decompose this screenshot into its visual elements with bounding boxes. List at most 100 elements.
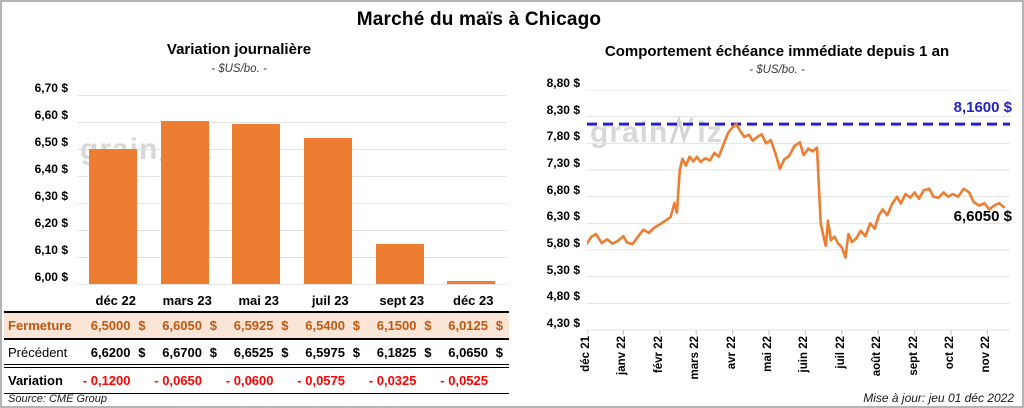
table-cell: 6,0650 $	[438, 345, 510, 360]
column-header: sept 23	[379, 293, 425, 308]
table-cell: 6,1500 $	[366, 318, 438, 333]
column-header: juil 23	[311, 293, 349, 308]
cell-value: 6,5000	[90, 318, 131, 333]
row-label: Précédent	[8, 344, 68, 360]
cell-value: 6,6200	[90, 344, 131, 360]
cell-value: - 0,0575	[297, 373, 345, 388]
cell-value: - 0,1200	[82, 373, 131, 388]
x-axis-label-avr-22: avr 22	[725, 336, 738, 370]
cell-value: - 0,0600	[225, 373, 274, 388]
table-cell: - 0,0525	[438, 373, 510, 388]
cell-unit: $	[209, 344, 217, 360]
cell-unit: $	[138, 344, 146, 360]
table-cell: - 0,0650	[152, 373, 224, 388]
table-cell: - 0,1200	[80, 373, 152, 388]
cell-value: - 0,0525	[440, 373, 488, 388]
cell-unit: $	[352, 318, 360, 333]
y-axis-label: 6,20 $	[34, 216, 68, 230]
gridline	[77, 284, 507, 285]
x-axis-label-mars-22: mars 22	[689, 336, 702, 380]
cell-value: 6,6525	[233, 344, 274, 360]
table-cell: 6,1825 $	[366, 345, 438, 360]
x-axis-label-janv-22: janv 22	[616, 336, 629, 375]
line-chart-y-axis: 8,80 $ 8,30 $ 7,80 $ 7,30 $ 6,80 $ 6,30 $ 5,80…	[522, 76, 580, 343]
cell-value: 6,0125	[448, 318, 488, 333]
table-cell: 6,6525 $	[223, 345, 295, 360]
gridline	[77, 149, 507, 150]
watermark-zigzag-icon	[669, 116, 694, 145]
y-axis-label: 6,00 $	[34, 270, 68, 284]
x-axis-label-nov-22: nov 22	[980, 336, 993, 373]
table-cell: - 0,0325	[366, 373, 438, 388]
y-axis-label: 6,10 $	[34, 243, 68, 257]
x-axis-label-oct-22: oct 22	[944, 336, 956, 370]
cell-value: 6,5400	[305, 318, 345, 333]
cell-unit: $	[495, 318, 503, 333]
x-axis-label-déc-21: déc 21	[580, 336, 592, 372]
cell-value: 6,5975	[305, 344, 345, 360]
table-header-row: déc 22 mars 23 mai 23 juil 23 sept 23 déc 23	[4, 290, 509, 313]
cell-unit: $	[281, 344, 289, 360]
table-cell: - 0,0575	[295, 373, 367, 388]
cell-value: 6,1500	[376, 318, 417, 333]
x-axis-label-juin-22: juin 22	[798, 336, 811, 373]
y-axis-label: 8,80 $	[546, 76, 580, 90]
gridline	[77, 257, 507, 258]
gridline	[77, 95, 507, 96]
gridline	[77, 230, 507, 231]
bar-chart-y-axis: 6,70 $ 6,60 $ 6,50 $ 6,40 $ 6,30 $ 6,20 $ 6,10…	[2, 81, 68, 288]
line-chart-plot	[587, 90, 1010, 335]
max-price-label: 8,1600 $	[953, 99, 1012, 116]
y-axis-label: 6,50 $	[34, 135, 68, 149]
bar-déc-23	[447, 280, 496, 284]
cell-unit: $	[495, 344, 503, 360]
table-cell: 6,5925 $	[223, 318, 295, 333]
y-axis-label: 4,30 $	[546, 316, 580, 330]
y-axis-label: 5,30 $	[546, 262, 580, 277]
last-price-label: 6,6050 $	[953, 208, 1012, 225]
gridline	[77, 203, 507, 204]
column-header: mai 23	[238, 293, 279, 308]
bar-chart-title: Variation journalière	[166, 41, 312, 58]
cell-value: 6,0650	[448, 344, 488, 360]
bar-juil-23	[303, 138, 352, 284]
y-axis-label: 6,60 $	[34, 108, 68, 122]
gridline	[77, 122, 507, 123]
x-axis-label-juil-22: juil 22	[834, 336, 847, 369]
y-axis-label: 7,80 $	[546, 129, 580, 144]
table-cell: 6,5400 $	[295, 318, 367, 333]
y-axis-label: 7,30 $	[546, 156, 580, 170]
price-table: déc 22 mars 23 mai 23 juil 23 sept 23 déc 23 F…	[4, 290, 509, 394]
cell-unit: $	[138, 318, 146, 333]
y-axis-label: 6,40 $	[34, 162, 68, 176]
x-axis-label-mai-22: mai 22	[762, 336, 774, 372]
cell-value: 6,6050	[162, 318, 202, 333]
column-header: mars 23	[162, 293, 212, 308]
cell-unit: $	[281, 318, 289, 333]
cell-value: - 0,0325	[368, 373, 417, 388]
x-axis-label-sept-22: sept 22	[907, 336, 920, 376]
cell-unit: $	[352, 344, 360, 360]
bar-mai-23	[232, 124, 281, 284]
gridline	[77, 176, 507, 177]
table-row-fermeture: Fermeture 6,5000 $6,6050 $6,5925 $6,5400 $6,1…	[4, 313, 509, 340]
table-cell: 6,5975 $	[295, 345, 367, 360]
y-axis-label: 8,30 $	[546, 102, 580, 117]
x-axis-label-févr-22: févr 22	[652, 336, 665, 374]
y-axis-label: 4,80 $	[546, 289, 580, 304]
line-chart-subtitle: - $US/bo. -	[749, 64, 805, 76]
bar-chart-plot	[77, 95, 507, 285]
cell-value: 6,1825	[376, 344, 417, 360]
row-label: Fermeture	[8, 318, 72, 333]
table-row-variation: Variation - 0,1200 - 0,0650 - 0,0600 - 0,057…	[4, 368, 509, 394]
bar-sept-23	[375, 243, 424, 284]
bar-mars-23	[160, 120, 209, 284]
table-cell: 6,6050 $	[152, 318, 224, 333]
table-row-precedent: Précédent 6,6200 $6,6700 $6,6525 $6,5975 $6,1…	[4, 340, 509, 368]
y-axis-label: 6,30 $	[546, 209, 580, 224]
table-cell: - 0,0600	[223, 373, 295, 388]
source-note: Source: CME Group	[8, 393, 108, 405]
page-title: Marché du maïs à Chicago	[356, 9, 602, 30]
cell-value: 6,5925	[233, 318, 274, 333]
x-axis-label-août-22: août 22	[871, 336, 884, 377]
